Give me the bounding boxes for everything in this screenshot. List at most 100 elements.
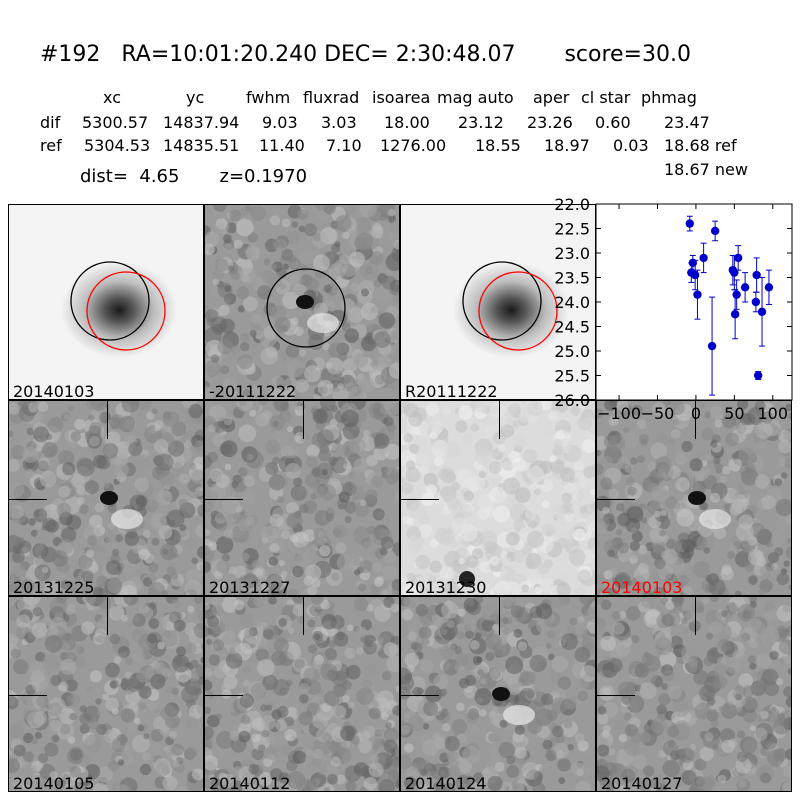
position-marker-vertical xyxy=(499,597,500,635)
image-panel: 20131225 xyxy=(8,400,204,596)
panel-date-label: 20140127 xyxy=(601,774,683,792)
image-panel: 20131227 xyxy=(204,400,400,596)
x-tick-label: 0 xyxy=(691,404,701,423)
data-point xyxy=(740,272,750,303)
position-marker-horizontal xyxy=(597,695,635,696)
position-marker-horizontal xyxy=(401,499,439,500)
x-tick-label: −50 xyxy=(641,404,675,423)
new-phmag: 18.67 new xyxy=(664,160,748,179)
panel-date-label: 20140103 xyxy=(601,578,683,596)
position-marker-vertical xyxy=(499,401,500,439)
data-point xyxy=(699,242,708,274)
position-marker-vertical xyxy=(695,597,696,635)
data-point xyxy=(693,269,702,320)
light-curve-plot: 22.0 22.5 23.0 23.5 24.0 24.5 25.0 25.5 26.0 −100… xyxy=(554,195,793,423)
dif-fwhm: 9.03 xyxy=(262,113,298,132)
panel-date-label: 20140112 xyxy=(209,774,291,792)
image-panel: -20111222 xyxy=(204,204,400,400)
col-header-fluxrad: fluxrad xyxy=(303,88,360,107)
position-marker-horizontal xyxy=(205,695,243,696)
panel-date-label: 20140105 xyxy=(13,774,95,792)
position-marker-horizontal xyxy=(401,695,439,696)
image-panel: 20140124 xyxy=(400,596,596,792)
ref-aper: 18.97 xyxy=(544,136,590,155)
position-marker-horizontal xyxy=(597,499,635,500)
x-tick-label: −100 xyxy=(597,404,641,423)
detection-circle xyxy=(86,271,166,351)
reference-circle xyxy=(70,261,150,341)
reference-circle xyxy=(462,261,542,341)
col-header-yc: yc xyxy=(186,88,205,107)
y-tick-label: 25.5 xyxy=(554,367,590,386)
dif-yc: 14837.94 xyxy=(163,113,240,132)
ref-yc: 14835.51 xyxy=(163,136,240,155)
data-point xyxy=(753,371,763,380)
y-tick-label: 23.5 xyxy=(554,269,590,288)
panel-date-label: 20140124 xyxy=(405,774,487,792)
image-panel: 20140127 xyxy=(596,596,792,792)
row-label-dif: dif xyxy=(40,113,61,132)
data-point xyxy=(685,215,694,232)
ref-phmag: 18.68 ref xyxy=(664,136,737,155)
col-header-phmag: phmag xyxy=(641,88,697,107)
y-tick-label: 25.0 xyxy=(554,342,590,361)
reference-circle xyxy=(266,268,346,348)
position-marker-vertical xyxy=(695,401,696,439)
y-tick-label: 22.0 xyxy=(554,195,590,214)
ref-xc: 5304.53 xyxy=(84,136,151,155)
data-point xyxy=(733,245,743,271)
data-point xyxy=(764,269,774,305)
col-header-aper: aper xyxy=(533,88,570,107)
position-marker-horizontal xyxy=(9,499,47,500)
image-panel: 20140112 xyxy=(204,596,400,792)
y-tick-label: 24.5 xyxy=(554,318,590,337)
position-marker-vertical xyxy=(303,597,304,635)
row-label-ref: ref xyxy=(40,136,62,155)
data-point xyxy=(732,279,741,310)
image-panel: 20140103 xyxy=(8,204,204,400)
ref-fwhm: 11.40 xyxy=(259,136,305,155)
col-header-xc: xc xyxy=(103,88,121,107)
dist-redshift-line: dist= 4.65 z=0.1970 xyxy=(80,166,308,187)
panel-date-label: 20140103 xyxy=(13,382,95,400)
panel-date-label: 20131225 xyxy=(13,578,95,596)
dif-cl-star: 0.60 xyxy=(595,113,631,132)
ref-isoarea: 1276.00 xyxy=(380,136,447,155)
data-point xyxy=(707,296,717,396)
dif-aper: 23.26 xyxy=(527,113,573,132)
y-tick-label: 22.5 xyxy=(554,220,590,239)
panel-date-label: 20131230 xyxy=(405,578,487,596)
position-marker-horizontal xyxy=(205,499,243,500)
data-point xyxy=(757,277,767,347)
position-marker-vertical xyxy=(107,401,108,439)
data-point xyxy=(710,220,720,242)
y-tick-label: 23.0 xyxy=(554,244,590,263)
image-panel: 20131230 xyxy=(400,400,596,596)
panel-date-label: -20111222 xyxy=(209,382,297,400)
ref-fluxrad: 7.10 xyxy=(326,136,362,155)
detection-circle xyxy=(478,271,558,351)
col-header-isoarea: isoarea xyxy=(372,88,431,107)
y-tick-label: 26.0 xyxy=(554,391,590,410)
dif-mag-auto: 23.12 xyxy=(458,113,504,132)
col-header-mag-auto: mag auto xyxy=(437,88,514,107)
col-header-cl-star: cl star xyxy=(581,88,631,107)
col-header-fwhm: fwhm xyxy=(246,88,291,107)
image-panel: 20140103 xyxy=(596,400,792,596)
position-marker-horizontal xyxy=(9,695,47,696)
image-panel: R20111222 xyxy=(400,204,596,400)
ref-cl-star: 0.03 xyxy=(613,136,649,155)
ref-mag-auto: 18.55 xyxy=(475,136,521,155)
candidate-title: #192 RA=10:01:20.240 DEC= 2:30:48.07 sco… xyxy=(40,42,691,67)
panel-date-label: 20131227 xyxy=(209,578,291,596)
x-tick-label: 100 xyxy=(758,404,789,423)
plot-frame xyxy=(595,203,793,401)
dif-xc: 5300.57 xyxy=(82,113,149,132)
dif-phmag: 23.47 xyxy=(664,113,710,132)
dif-fluxrad: 3.03 xyxy=(321,113,357,132)
y-tick-label: 24.0 xyxy=(554,293,590,312)
position-marker-vertical xyxy=(107,597,108,635)
image-panel: 20140105 xyxy=(8,596,204,792)
dif-isoarea: 18.00 xyxy=(384,113,430,132)
position-marker-vertical xyxy=(303,401,304,439)
